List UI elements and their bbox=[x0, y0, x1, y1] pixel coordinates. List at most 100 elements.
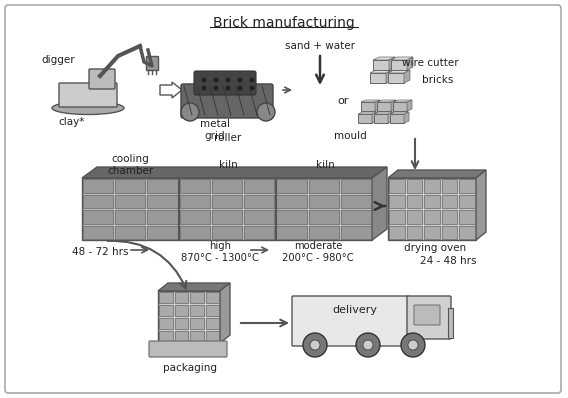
FancyBboxPatch shape bbox=[148, 195, 178, 208]
FancyBboxPatch shape bbox=[174, 305, 188, 316]
Polygon shape bbox=[404, 112, 409, 123]
Polygon shape bbox=[407, 100, 412, 111]
FancyBboxPatch shape bbox=[244, 210, 274, 224]
FancyBboxPatch shape bbox=[115, 179, 145, 193]
Polygon shape bbox=[82, 167, 387, 178]
FancyBboxPatch shape bbox=[460, 179, 475, 193]
FancyBboxPatch shape bbox=[206, 318, 219, 329]
FancyBboxPatch shape bbox=[159, 305, 173, 316]
Circle shape bbox=[237, 86, 243, 90]
FancyBboxPatch shape bbox=[460, 210, 475, 224]
Polygon shape bbox=[358, 112, 377, 114]
FancyBboxPatch shape bbox=[391, 60, 407, 70]
FancyBboxPatch shape bbox=[341, 226, 371, 239]
Circle shape bbox=[310, 340, 320, 350]
FancyBboxPatch shape bbox=[212, 179, 242, 193]
Circle shape bbox=[225, 78, 231, 82]
FancyBboxPatch shape bbox=[159, 331, 173, 342]
FancyBboxPatch shape bbox=[424, 210, 440, 224]
Text: 48 - 72 hrs: 48 - 72 hrs bbox=[72, 247, 128, 257]
FancyBboxPatch shape bbox=[308, 179, 339, 193]
Polygon shape bbox=[476, 170, 486, 240]
FancyBboxPatch shape bbox=[148, 226, 178, 239]
FancyBboxPatch shape bbox=[83, 226, 113, 239]
Polygon shape bbox=[158, 283, 230, 291]
Ellipse shape bbox=[52, 101, 124, 115]
Polygon shape bbox=[393, 100, 412, 102]
FancyBboxPatch shape bbox=[115, 226, 145, 239]
FancyBboxPatch shape bbox=[244, 195, 274, 208]
FancyBboxPatch shape bbox=[388, 73, 404, 83]
FancyBboxPatch shape bbox=[390, 114, 404, 123]
FancyBboxPatch shape bbox=[377, 102, 391, 111]
FancyBboxPatch shape bbox=[373, 60, 389, 70]
FancyBboxPatch shape bbox=[59, 83, 117, 107]
FancyBboxPatch shape bbox=[190, 318, 203, 329]
FancyBboxPatch shape bbox=[460, 226, 475, 239]
FancyBboxPatch shape bbox=[308, 226, 339, 239]
Circle shape bbox=[356, 333, 380, 357]
FancyBboxPatch shape bbox=[244, 179, 274, 193]
FancyBboxPatch shape bbox=[361, 102, 375, 111]
Text: clay*: clay* bbox=[59, 117, 85, 127]
Text: high
870°C - 1300°C: high 870°C - 1300°C bbox=[181, 241, 259, 263]
FancyBboxPatch shape bbox=[460, 195, 475, 208]
FancyBboxPatch shape bbox=[277, 210, 307, 224]
FancyBboxPatch shape bbox=[206, 292, 219, 303]
FancyBboxPatch shape bbox=[341, 195, 371, 208]
Polygon shape bbox=[361, 100, 380, 102]
Text: packaging: packaging bbox=[163, 363, 217, 373]
Polygon shape bbox=[391, 57, 413, 60]
FancyBboxPatch shape bbox=[448, 308, 453, 338]
FancyBboxPatch shape bbox=[194, 71, 256, 95]
FancyBboxPatch shape bbox=[179, 195, 210, 208]
Polygon shape bbox=[375, 100, 380, 111]
FancyBboxPatch shape bbox=[174, 331, 188, 342]
Circle shape bbox=[202, 86, 207, 90]
FancyBboxPatch shape bbox=[442, 210, 457, 224]
FancyBboxPatch shape bbox=[179, 179, 210, 193]
FancyBboxPatch shape bbox=[244, 226, 274, 239]
Circle shape bbox=[363, 340, 373, 350]
FancyBboxPatch shape bbox=[389, 226, 404, 239]
FancyBboxPatch shape bbox=[393, 102, 407, 111]
Circle shape bbox=[408, 340, 418, 350]
FancyBboxPatch shape bbox=[212, 226, 242, 239]
Circle shape bbox=[202, 78, 207, 82]
FancyBboxPatch shape bbox=[407, 179, 422, 193]
FancyBboxPatch shape bbox=[389, 210, 404, 224]
Text: moderate
200°C - 980°C: moderate 200°C - 980°C bbox=[282, 241, 354, 263]
Polygon shape bbox=[372, 167, 387, 240]
FancyBboxPatch shape bbox=[82, 178, 372, 240]
Text: or: or bbox=[337, 96, 349, 106]
FancyBboxPatch shape bbox=[414, 305, 440, 325]
Text: bricks: bricks bbox=[423, 75, 454, 85]
FancyBboxPatch shape bbox=[89, 69, 115, 89]
FancyBboxPatch shape bbox=[389, 195, 404, 208]
Text: drying oven: drying oven bbox=[404, 243, 466, 253]
Text: kiln: kiln bbox=[219, 160, 237, 170]
FancyBboxPatch shape bbox=[341, 210, 371, 224]
Text: wire cutter: wire cutter bbox=[402, 58, 458, 68]
Polygon shape bbox=[404, 70, 410, 83]
FancyBboxPatch shape bbox=[358, 114, 372, 123]
FancyBboxPatch shape bbox=[83, 210, 113, 224]
FancyBboxPatch shape bbox=[174, 292, 188, 303]
FancyBboxPatch shape bbox=[190, 331, 203, 342]
FancyBboxPatch shape bbox=[190, 292, 203, 303]
Text: Brick manufacturing: Brick manufacturing bbox=[213, 16, 355, 30]
FancyBboxPatch shape bbox=[174, 318, 188, 329]
FancyBboxPatch shape bbox=[407, 195, 422, 208]
FancyBboxPatch shape bbox=[442, 195, 457, 208]
Polygon shape bbox=[388, 170, 486, 178]
FancyBboxPatch shape bbox=[206, 305, 219, 316]
Polygon shape bbox=[390, 112, 409, 114]
Text: delivery: delivery bbox=[332, 305, 378, 315]
FancyBboxPatch shape bbox=[388, 178, 476, 240]
FancyBboxPatch shape bbox=[206, 331, 219, 342]
Circle shape bbox=[257, 103, 275, 121]
Text: roller: roller bbox=[214, 133, 241, 143]
Text: metal
grid: metal grid bbox=[200, 119, 230, 141]
FancyBboxPatch shape bbox=[277, 226, 307, 239]
Circle shape bbox=[401, 333, 425, 357]
